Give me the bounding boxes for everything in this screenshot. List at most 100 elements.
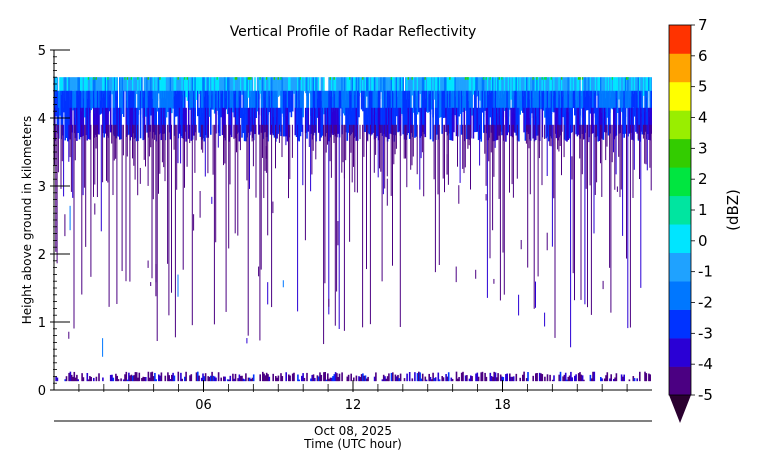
radar-column xyxy=(457,77,459,382)
radar-cell xyxy=(637,90,640,118)
radar-column xyxy=(542,77,545,111)
radar-cell xyxy=(199,77,202,95)
radar-cell xyxy=(68,77,70,92)
radar-cell xyxy=(242,77,245,95)
radar-cell xyxy=(130,374,133,382)
radar-cell xyxy=(61,107,64,136)
colorbar-tick-label: -2 xyxy=(698,294,713,312)
radar-cell xyxy=(641,77,644,96)
radar-cell xyxy=(228,379,230,382)
radar-column xyxy=(272,77,274,382)
radar-cell xyxy=(473,90,476,113)
radar-cell xyxy=(506,90,508,114)
radar-cell xyxy=(90,376,92,382)
radar-cell xyxy=(172,372,174,382)
radar-cell xyxy=(340,77,342,93)
radar-cell xyxy=(133,375,135,382)
radar-column xyxy=(531,77,533,114)
radar-cell xyxy=(217,77,220,101)
radar-cell xyxy=(436,107,438,135)
radar-cell xyxy=(570,77,572,98)
radar-cell xyxy=(61,90,64,118)
radar-cell xyxy=(542,90,545,111)
radar-cell xyxy=(258,77,260,100)
radar-cell xyxy=(511,90,514,117)
radar-column xyxy=(406,77,408,382)
radar-cell xyxy=(320,77,323,99)
radar-cell xyxy=(384,376,386,382)
radar-cell xyxy=(256,77,259,93)
radar-cell xyxy=(503,90,506,111)
radar-cell xyxy=(575,107,577,135)
colorbar-tick-label: 5 xyxy=(698,78,708,96)
radar-cell xyxy=(306,77,308,96)
radar-cell xyxy=(268,77,271,94)
radar-cell xyxy=(502,124,504,253)
radar-cell xyxy=(96,107,99,134)
radar-cell xyxy=(122,90,125,117)
radar-column xyxy=(150,77,152,382)
radar-cell xyxy=(550,77,553,80)
radar-cell xyxy=(120,77,122,94)
radar-cell xyxy=(95,107,98,137)
radar-cell xyxy=(559,90,562,115)
radar-cell xyxy=(593,371,596,382)
radar-cell xyxy=(636,90,638,118)
radar-cell xyxy=(237,378,239,382)
radar-column xyxy=(546,77,549,382)
radar-cell xyxy=(169,77,172,94)
radar-cell xyxy=(107,77,109,92)
radar-cell xyxy=(272,77,274,92)
radar-cell xyxy=(488,90,490,118)
radar-cell xyxy=(512,77,515,96)
radar-column xyxy=(151,77,154,382)
radar-cell xyxy=(447,124,449,185)
radar-column xyxy=(268,77,271,382)
radar-cell xyxy=(275,77,277,94)
radar-cell xyxy=(311,124,313,175)
radar-cell xyxy=(81,124,83,295)
radar-cell xyxy=(104,90,107,116)
radar-cell xyxy=(73,77,76,101)
radar-cell xyxy=(284,107,286,137)
radar-column xyxy=(57,90,60,173)
radar-cell xyxy=(397,77,399,97)
radar-cell xyxy=(600,377,602,382)
radar-cell xyxy=(224,90,226,111)
radar-cell xyxy=(395,124,397,149)
radar-column xyxy=(609,77,611,382)
radar-column xyxy=(590,77,593,382)
radar-cell xyxy=(588,107,590,138)
radar-cell xyxy=(90,124,92,277)
radar-cell xyxy=(217,90,220,115)
radar-cell xyxy=(213,77,216,93)
radar-cell xyxy=(57,107,60,139)
radar-cell xyxy=(541,107,544,138)
radar-cell xyxy=(125,124,127,282)
radar-cell xyxy=(280,77,282,94)
radar-cell xyxy=(483,107,485,133)
radar-cell xyxy=(86,372,89,382)
radar-cell xyxy=(163,77,165,98)
radar-cell xyxy=(546,232,548,251)
radar-column xyxy=(264,77,267,382)
radar-cell xyxy=(450,77,453,101)
radar-cell xyxy=(211,77,213,96)
radar-cell xyxy=(268,90,271,113)
radar-cell xyxy=(593,77,596,96)
radar-cell xyxy=(388,90,390,109)
radar-cell xyxy=(503,77,506,95)
radar-cell xyxy=(392,372,394,382)
x-axis-date-label: Oct 08, 2025 xyxy=(314,424,392,438)
radar-cell xyxy=(73,124,75,329)
radar-cell xyxy=(535,90,537,117)
radar-cell xyxy=(393,77,395,94)
radar-column xyxy=(450,77,453,382)
radar-cell xyxy=(159,375,161,382)
radar-cell xyxy=(458,90,460,117)
radar-cell xyxy=(254,107,256,135)
radar-cell xyxy=(82,124,84,196)
radar-cell xyxy=(594,107,597,138)
radar-column xyxy=(524,77,527,141)
radar-cell xyxy=(187,77,190,101)
